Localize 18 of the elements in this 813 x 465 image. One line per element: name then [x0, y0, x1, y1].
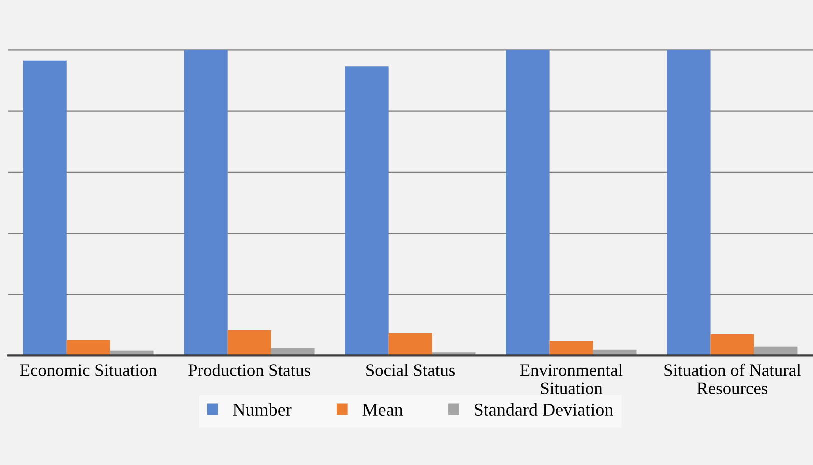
x-tick-label: Situation of Natural Resources — [664, 364, 802, 394]
x-tick-label: Social Status — [366, 364, 456, 376]
legend-label: Standard Deviation — [475, 403, 614, 416]
bar — [667, 50, 711, 356]
x-tick-label: Economic Situation — [20, 364, 158, 376]
bar — [710, 334, 754, 356]
bar — [388, 333, 432, 356]
legend-label: Mean — [362, 404, 404, 416]
bar — [550, 341, 594, 356]
bar — [66, 340, 110, 356]
bar — [345, 66, 389, 356]
x-tick-label: Environmental Situation — [520, 364, 623, 394]
bar — [228, 330, 272, 356]
bar — [23, 60, 67, 356]
legend-label: Number — [233, 403, 292, 416]
x-tick-label: Production Status — [188, 364, 310, 376]
bar — [184, 50, 228, 356]
bar — [506, 50, 550, 356]
